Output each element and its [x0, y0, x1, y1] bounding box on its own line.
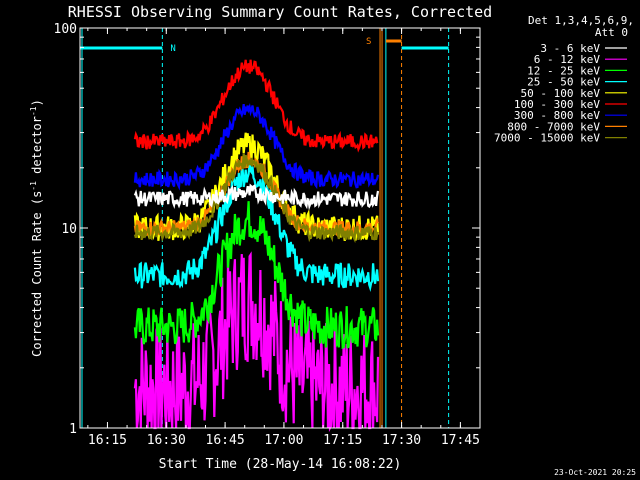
chart-title: RHESSI Observing Summary Count Rates, Co…	[68, 3, 492, 21]
legend-entry-label: 50 - 100 keV	[521, 87, 601, 100]
legend-header: Det 1,3,4,5,6,9, Att 0	[528, 14, 634, 39]
legend-entry-label: 25 - 50 keV	[527, 76, 600, 89]
legend-entry-label: 7000 - 15000 keV	[494, 132, 600, 145]
series-line-300-800kev	[133, 103, 380, 191]
y-tick-label: 100	[54, 22, 77, 37]
plot-area: NS	[80, 28, 450, 433]
series-line-3-6kev	[133, 183, 380, 211]
x-tick-label: 16:30	[147, 433, 186, 448]
legend-header-line: Att 0	[595, 26, 628, 39]
legend-entry-label: 12 - 25 keV	[527, 64, 600, 77]
legend-entry-label: 800 - 7000 keV	[507, 120, 600, 133]
y-axis-label: Corrected Count Rate (s-1 detector-1)	[29, 99, 44, 357]
x-axis-label: Start Time (28-May-14 16:08:22)	[159, 457, 402, 472]
timestamp: 23-Oct-2021 20:25	[554, 468, 636, 477]
x-tick-label: 16:15	[88, 433, 127, 448]
legend-entry-label: 100 - 300 keV	[514, 98, 600, 111]
x-tick-label: 17:00	[264, 433, 303, 448]
legend-entry-label: 3 - 6 keV	[540, 42, 600, 55]
x-tick-label: 17:15	[323, 433, 362, 448]
x-tick-label: 17:45	[441, 433, 480, 448]
series-line-6-12kev	[133, 251, 380, 433]
y-tick-label: 1	[69, 422, 77, 437]
series-line-25-50kev	[133, 161, 380, 293]
night-flag-label: N	[170, 44, 175, 54]
legend-entry-label: 300 - 800 keV	[514, 109, 600, 122]
series-line-7000-15000kev	[133, 153, 380, 244]
x-tick-label: 16:45	[206, 433, 245, 448]
legend-entry-label: 6 - 12 keV	[534, 53, 601, 66]
axes: 16:15 16:30 16:45 17:00 17:15 17:30 17:45 1 10 10…	[54, 22, 481, 448]
legend-header-line: Det 1,3,4,5,6,9,	[528, 14, 634, 27]
series-line-100-300kev	[133, 59, 379, 153]
y-tick-label: 10	[61, 222, 77, 237]
x-tick-label: 17:30	[382, 433, 421, 448]
series-line-12-25kev	[133, 201, 380, 350]
saa-flag-label: S	[366, 37, 371, 47]
